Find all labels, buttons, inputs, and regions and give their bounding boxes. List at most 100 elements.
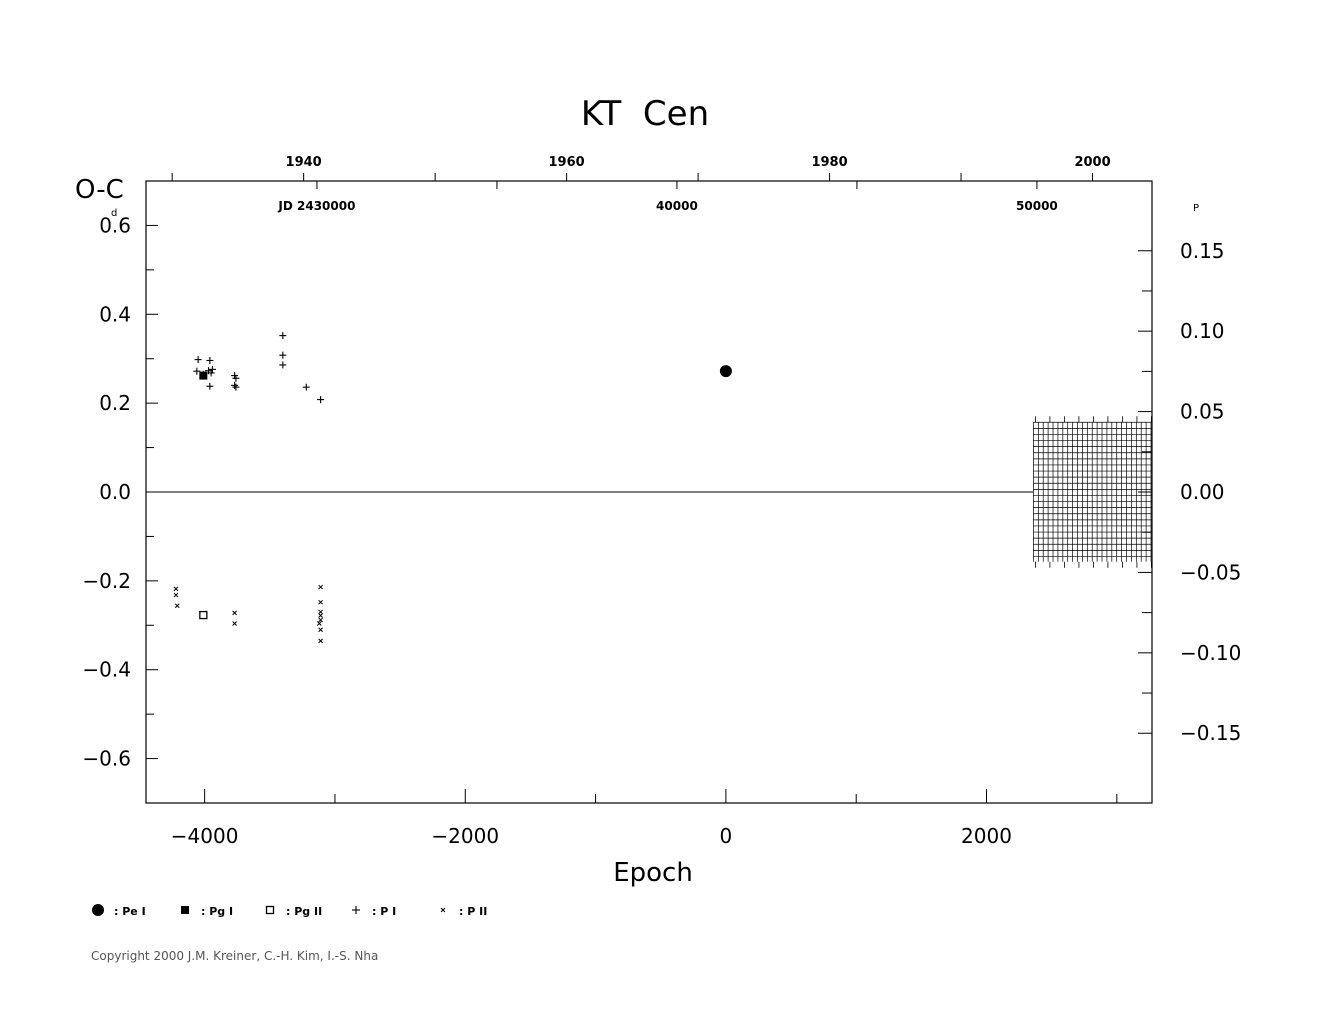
right-tick-label: −0.05 [1180, 560, 1241, 584]
legend-item: : Pe I [92, 904, 146, 918]
marker-shape [174, 603, 180, 609]
data-points [173, 332, 732, 644]
x-tick-label: 0 [720, 824, 733, 848]
marker-shape [173, 592, 179, 598]
axes: −4000 −2000 0 2000 0.6 0.4 0.2 0.0 −0.2 −0.4 −0.6 0… [82, 155, 1241, 848]
hatched-region [1033, 416, 1152, 568]
data-point-plus [317, 396, 325, 404]
data-point-cross [173, 592, 179, 598]
marker-shape [318, 617, 323, 623]
marker-shape [92, 904, 104, 916]
data-point-plus [207, 369, 215, 377]
data-point-cross [318, 599, 323, 605]
top-year-label: 2000 [1074, 155, 1110, 170]
legend-marker [440, 907, 446, 913]
data-point-open-square [199, 610, 208, 620]
y-tick-label: 0.2 [99, 391, 131, 415]
data-point-plus [193, 367, 201, 375]
x-tick-label: −2000 [431, 824, 499, 848]
data-point-cross [318, 609, 323, 615]
y-tick-label: 0.4 [99, 302, 131, 326]
jd-label: 40000 [656, 199, 698, 213]
marker-shape [232, 610, 237, 616]
data-point-plus [279, 361, 287, 369]
y-tick-label: −0.2 [82, 569, 131, 593]
right-tick-label: −0.10 [1180, 641, 1241, 665]
right-tick-label: −0.15 [1180, 721, 1241, 745]
data-point-plus [206, 382, 214, 390]
chart-title: KT Cen [581, 94, 709, 134]
data-point-plus [279, 351, 287, 359]
marker-shape [440, 907, 446, 913]
legend: : Pe I : Pg I : Pg II : P I : P II [92, 904, 487, 918]
marker-shape [318, 584, 323, 590]
right-axis-unit: P [1193, 203, 1199, 214]
marker-shape [318, 638, 323, 644]
legend-label: : Pg II [286, 905, 322, 918]
data-point-cross [318, 584, 323, 590]
data-point-cross [318, 617, 323, 623]
jd-label: JD 2430000 [277, 199, 355, 213]
y-tick-label: 0.0 [99, 480, 131, 504]
data-point-cross [318, 627, 323, 633]
top-year-label: 1960 [549, 155, 585, 170]
data-point-plus [208, 365, 216, 373]
legend-label: : P II [459, 905, 487, 918]
legend-marker [352, 906, 360, 914]
data-point-cross [174, 603, 180, 609]
legend-label: : P I [372, 905, 396, 918]
data-point-cross [173, 586, 179, 592]
copyright-text: Copyright 2000 J.M. Kreiner, C.-H. Kim, … [91, 949, 379, 963]
y-axis-unit: d [111, 208, 117, 219]
data-point-plus [279, 332, 287, 340]
data-point-plus [199, 370, 207, 378]
legend-marker [92, 904, 104, 916]
marker-shape [719, 365, 732, 378]
legend-item: : P I [352, 905, 396, 918]
legend-item: : Pg II [265, 905, 322, 918]
data-point-plus [231, 381, 239, 389]
data-point-plus [232, 374, 240, 382]
marker-shape [199, 610, 208, 620]
top-year-label: 1940 [286, 155, 322, 170]
right-tick-label: 0.05 [1180, 400, 1225, 424]
legend-marker [181, 906, 189, 914]
y-tick-label: 0.6 [99, 213, 131, 237]
marker-shape [181, 906, 189, 914]
top-year-label: 1980 [811, 155, 847, 170]
legend-marker [265, 905, 275, 915]
x-tick-label: 2000 [961, 824, 1012, 848]
marker-shape [232, 621, 237, 626]
marker-shape [318, 599, 323, 605]
marker-shape [318, 609, 323, 615]
right-tick-label: 0.00 [1180, 480, 1225, 504]
data-point-cross [316, 621, 322, 626]
y-tick-label: −0.4 [82, 658, 131, 682]
y-tick-label: −0.6 [82, 747, 131, 771]
data-point-plus [302, 383, 310, 391]
data-point-plus [232, 383, 240, 391]
right-tick-label: 0.10 [1180, 319, 1225, 343]
legend-label: : Pg I [201, 905, 233, 918]
marker-shape [318, 613, 323, 618]
legend-item: : P II [440, 905, 487, 918]
data-point-cross [318, 613, 323, 618]
marker-shape [173, 586, 179, 592]
legend-label: : Pe I [114, 905, 146, 918]
jd-label: 50000 [1016, 199, 1058, 213]
legend-item: : Pg I [181, 905, 233, 918]
data-point-plus [206, 356, 214, 364]
x-axis-label: Epoch [613, 858, 693, 888]
data-point-cross [318, 638, 323, 644]
marker-shape [265, 905, 275, 915]
right-tick-label: 0.15 [1180, 239, 1225, 263]
data-point-filled-circle [719, 365, 732, 378]
data-point-plus [194, 356, 202, 364]
marker-shape [318, 627, 323, 633]
marker-shape [316, 621, 322, 626]
data-point-cross [232, 610, 237, 616]
y-axis-label: O-C [75, 175, 124, 205]
x-tick-label: −4000 [171, 824, 239, 848]
data-point-cross [232, 621, 237, 626]
